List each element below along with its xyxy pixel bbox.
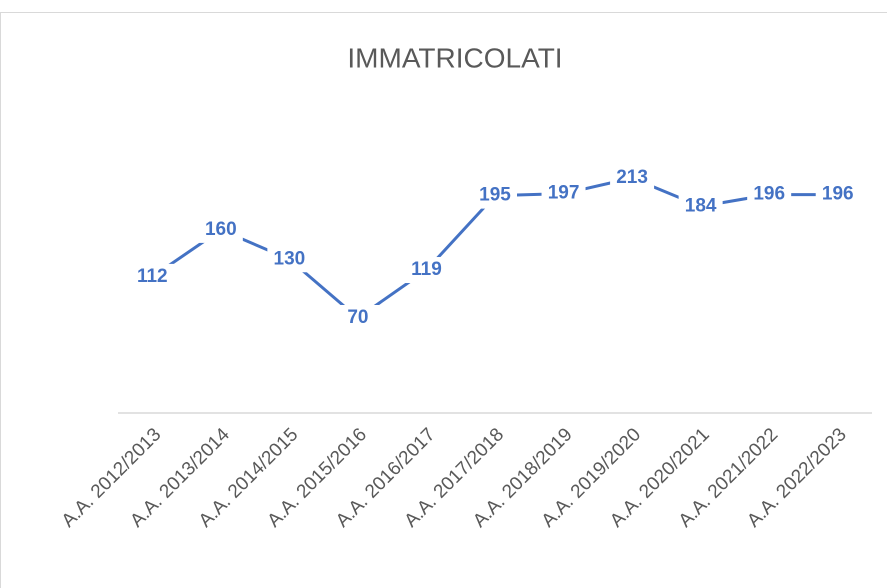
label-bg bbox=[610, 165, 655, 191]
data-label: 195 bbox=[479, 185, 511, 206]
label-bg bbox=[267, 246, 312, 273]
label-bg bbox=[404, 257, 449, 284]
label-bg bbox=[815, 181, 860, 208]
chart-title: IMMATRICOLATI bbox=[347, 42, 562, 73]
chart-border bbox=[0, 12, 887, 588]
data-label: 213 bbox=[616, 167, 648, 188]
data-label: 196 bbox=[822, 184, 854, 205]
label-bg bbox=[130, 263, 175, 290]
label-bg bbox=[747, 181, 792, 208]
data-label: 70 bbox=[347, 307, 368, 328]
data-label: 184 bbox=[685, 195, 717, 216]
label-bg bbox=[541, 180, 586, 207]
data-label: 196 bbox=[753, 184, 785, 205]
data-label: 112 bbox=[137, 266, 168, 287]
data-label: 119 bbox=[411, 259, 442, 280]
data-label: 130 bbox=[274, 248, 306, 269]
data-label: 197 bbox=[548, 183, 580, 204]
label-bg bbox=[335, 305, 380, 331]
data-label: 160 bbox=[205, 219, 237, 240]
label-bg bbox=[678, 193, 723, 220]
label-bg bbox=[473, 182, 517, 209]
label-bg bbox=[198, 216, 243, 243]
